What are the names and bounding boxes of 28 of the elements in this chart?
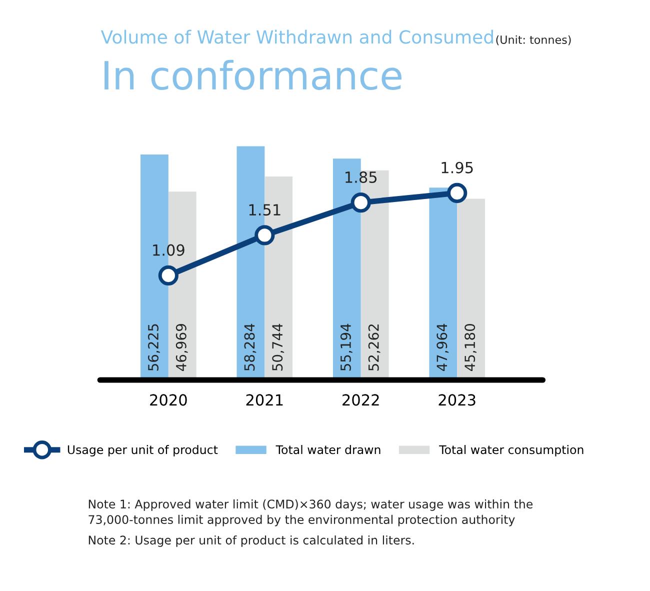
data-label: 46,969 bbox=[176, 324, 188, 371]
legend-label: Total water drawn bbox=[276, 445, 380, 454]
data-label: 47,964 bbox=[436, 324, 449, 371]
data-label: 1.51 bbox=[249, 204, 280, 216]
legend-label: Total water consumption bbox=[439, 445, 584, 456]
data-label: 1.09 bbox=[153, 244, 184, 256]
data-label: 50,744 bbox=[272, 324, 284, 371]
chart-title: Volume of Water Withdrawn and Consumed bbox=[100, 30, 493, 44]
text: Note 2: Usage per unit of product is calculated in liters. bbox=[88, 535, 414, 547]
x-tick-label: 2020 bbox=[150, 394, 187, 406]
point bbox=[447, 182, 468, 204]
x-tick-label: 2023 bbox=[438, 394, 476, 406]
point bbox=[350, 192, 371, 213]
x-tick-label: 2022 bbox=[342, 394, 379, 406]
text: Note 1: Approved water limit (CMD)×360 days; water usage was within the 73,000-tonnes limit approved by the environmental protection authority bbox=[88, 499, 533, 526]
x-tick-label: 2021 bbox=[246, 394, 283, 406]
point bbox=[254, 225, 275, 246]
data-label: 58,284 bbox=[244, 324, 256, 371]
text: (Unit: tonnes) bbox=[496, 35, 571, 46]
chart-subtitle: In conformance bbox=[104, 60, 402, 90]
data-label: 52,262 bbox=[368, 324, 380, 371]
point bbox=[158, 265, 178, 286]
legend-label: Usage per unit of product bbox=[68, 445, 218, 456]
data-label: 1.85 bbox=[346, 171, 377, 183]
data-label: 45,180 bbox=[464, 324, 477, 371]
data-label: 55,194 bbox=[340, 324, 352, 371]
data-label: 56,225 bbox=[148, 324, 160, 371]
data-label: 1.95 bbox=[442, 162, 473, 174]
